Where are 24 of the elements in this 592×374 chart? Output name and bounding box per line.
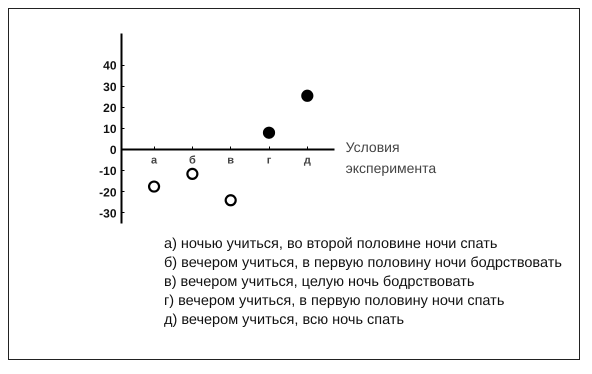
point	[301, 90, 314, 102]
point	[148, 180, 160, 193]
point	[186, 168, 198, 180]
text: б) вечером учиться, в первую половину ночи бодрствовать	[164, 255, 562, 272]
text: а) ночью учиться, во второй половине ночи спать	[164, 236, 498, 253]
x-tick-label: г	[266, 154, 272, 167]
x-tick-label: а	[151, 154, 158, 167]
y-tick-label: 20	[103, 100, 117, 115]
x-axis-title: Условия эксперимента	[346, 139, 436, 176]
text: в) вечером учиться, целую ночь бодрствовать	[164, 274, 476, 291]
x-tick-label: б	[188, 154, 196, 167]
point	[262, 126, 276, 139]
y-tick-label: 40	[103, 58, 117, 73]
y-tick-label: -20	[99, 185, 117, 200]
y-tick-label: 30	[103, 80, 117, 94]
x-tick-label: д	[304, 154, 311, 167]
x-tick-label: в	[227, 154, 234, 167]
text: д) вечером учиться, всю ночь спать	[164, 312, 406, 329]
y-tick-label: 10	[103, 122, 117, 136]
text: г) вечером учиться, в первую половину ночи спать	[164, 293, 506, 310]
point	[224, 194, 237, 206]
y-tick-label: -30	[99, 206, 117, 220]
y-tick-label: -10	[99, 164, 117, 178]
y-tick-label: 0	[110, 143, 117, 158]
